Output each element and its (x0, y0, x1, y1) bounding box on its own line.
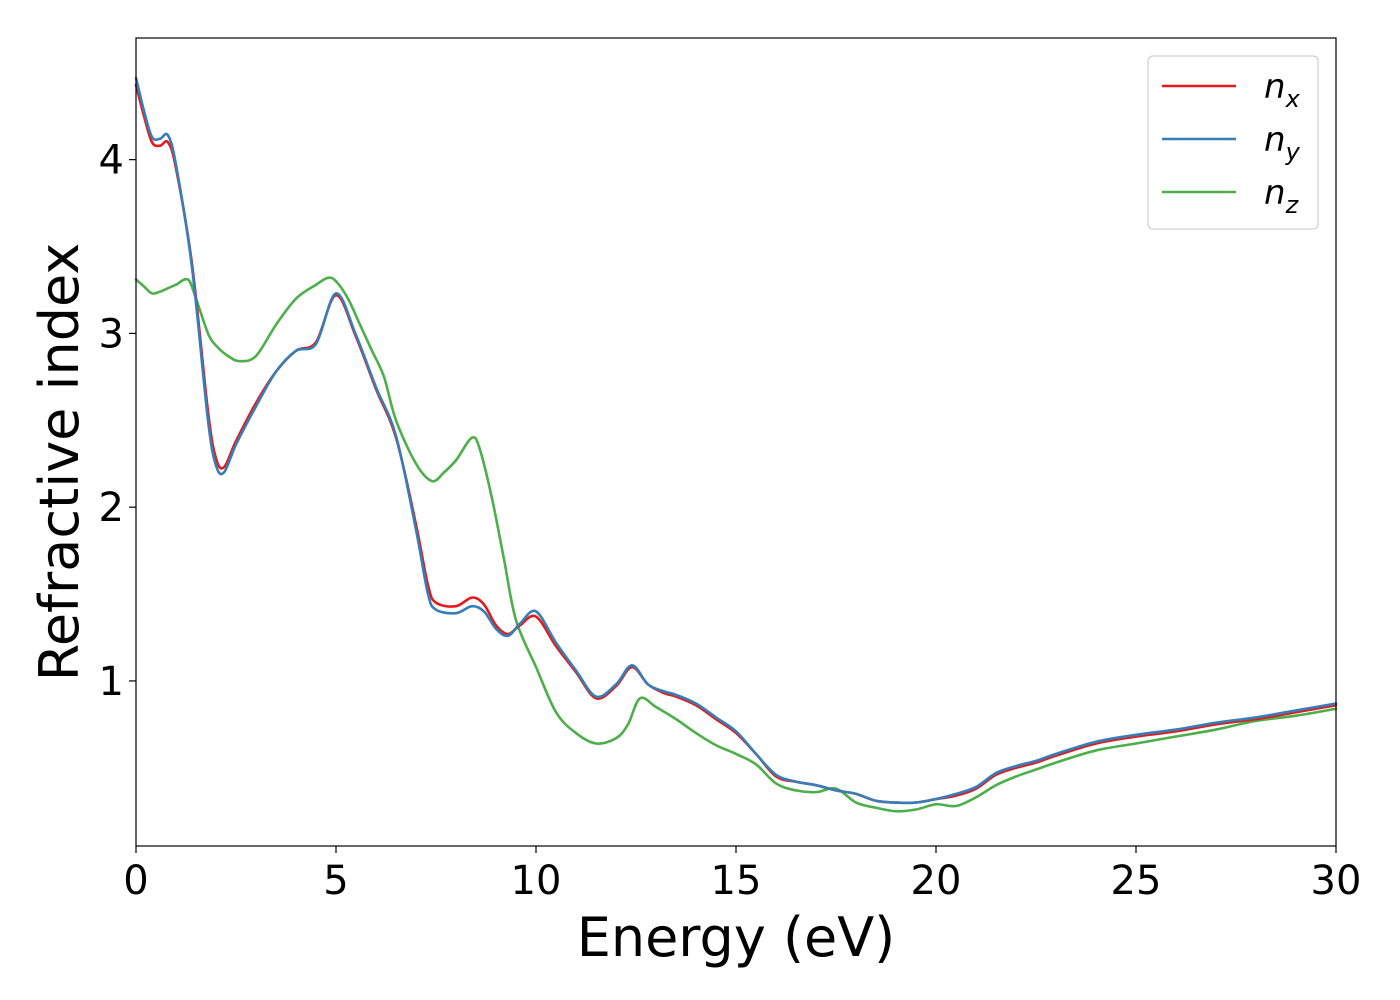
legend-label-base: n (1264, 173, 1286, 213)
x-tick-label: 10 (511, 858, 562, 904)
legend-label-subscript: y (1285, 138, 1301, 166)
y-tick-label: 1 (99, 659, 124, 705)
legend-label-base: n (1264, 67, 1286, 107)
legend-box (1147, 55, 1319, 230)
series-line-nz (134, 276, 1338, 813)
x-axis-ticks: 0 5 10 15 20 25 30 (123, 846, 1361, 904)
x-axis-title: Energy (eV) (577, 906, 896, 969)
x-tick-label: 25 (1111, 858, 1162, 904)
x-tick-label: 0 (123, 858, 148, 904)
legend-label-subscript: z (1285, 191, 1300, 219)
legend-label-nz: nz (1264, 173, 1300, 219)
series-layer (134, 76, 1338, 813)
x-tick-label: 15 (711, 858, 762, 904)
series-line-ny (134, 76, 1338, 805)
y-tick-label: 2 (99, 485, 124, 531)
legend-label-base: n (1264, 120, 1286, 160)
x-tick-label: 20 (911, 858, 962, 904)
y-axis-title: Refractive index (28, 243, 91, 682)
x-tick-label: 5 (323, 858, 348, 904)
x-tick-label: 30 (1311, 858, 1362, 904)
y-tick-label: 4 (99, 138, 124, 184)
y-tick-label: 3 (99, 311, 124, 357)
legend-label-nx: nx (1264, 67, 1301, 113)
legend-label-subscript: x (1285, 85, 1301, 113)
legend-label-ny: ny (1264, 120, 1301, 166)
y-axis-ticks: 1 2 3 4 (99, 138, 136, 705)
